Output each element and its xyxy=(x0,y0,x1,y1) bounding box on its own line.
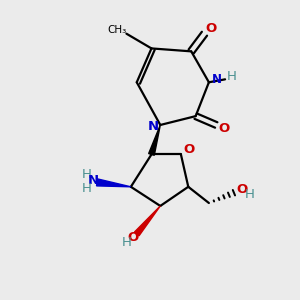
Text: CH₃: CH₃ xyxy=(107,25,127,35)
Text: H: H xyxy=(122,236,131,249)
Text: H: H xyxy=(226,70,236,83)
Polygon shape xyxy=(97,179,131,187)
Text: O: O xyxy=(236,183,248,196)
Text: N: N xyxy=(212,74,222,86)
Text: O: O xyxy=(205,22,217,35)
Text: N: N xyxy=(88,174,99,188)
Text: O: O xyxy=(128,231,139,244)
Text: O: O xyxy=(184,142,195,156)
Text: H: H xyxy=(244,188,254,201)
Text: H: H xyxy=(82,168,92,181)
Polygon shape xyxy=(134,206,160,236)
Text: N: N xyxy=(147,120,158,133)
Polygon shape xyxy=(149,125,160,155)
Text: O: O xyxy=(219,122,230,135)
Text: H: H xyxy=(82,182,92,195)
